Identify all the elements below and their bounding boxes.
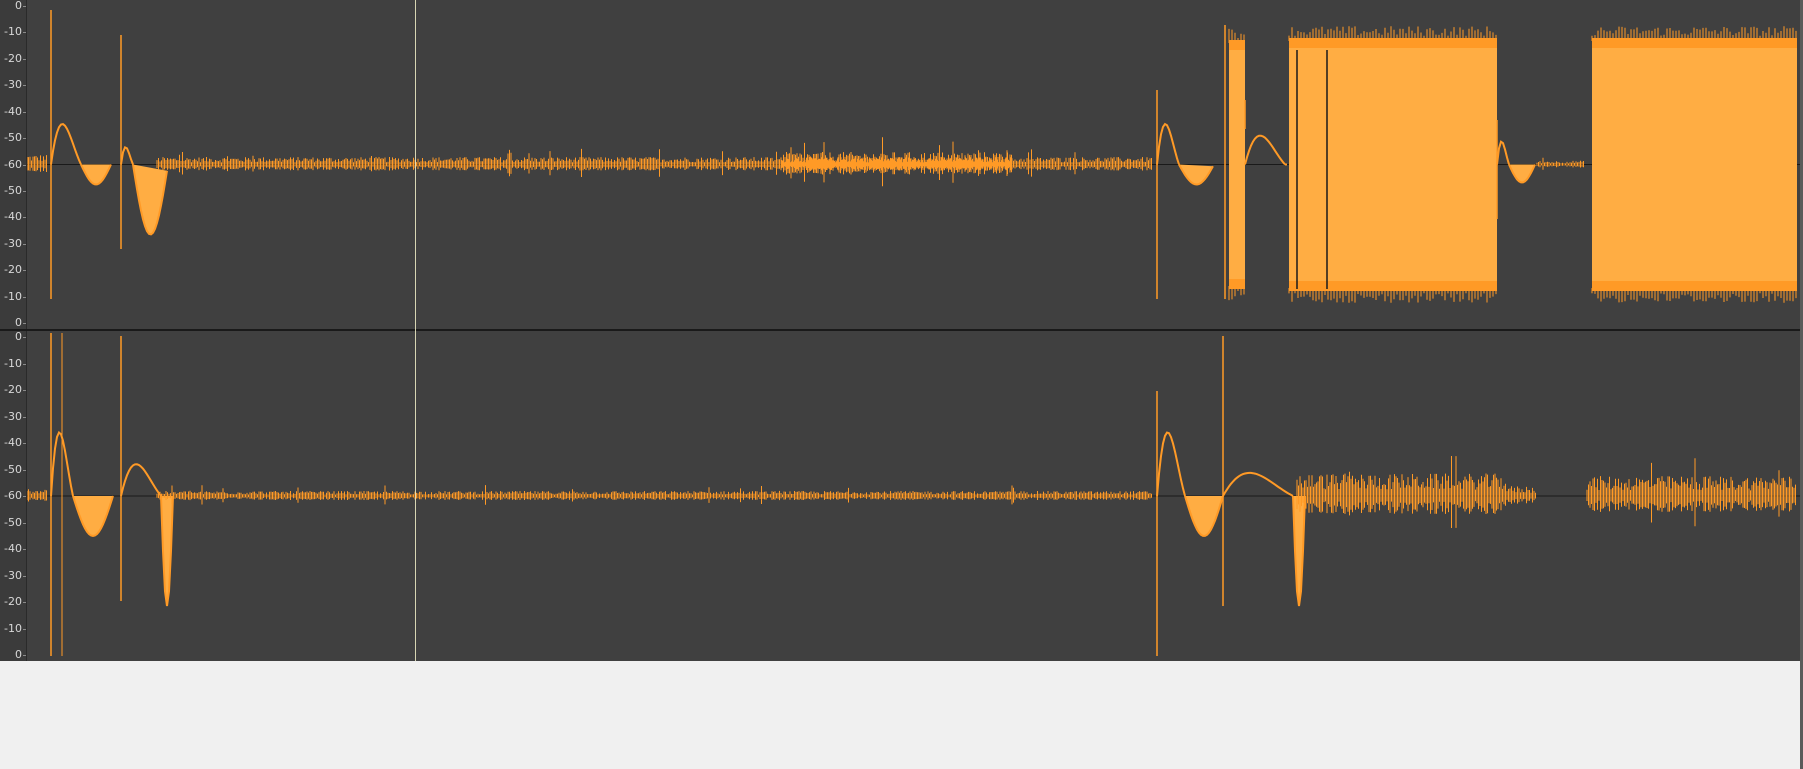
scale-label: 0: [15, 648, 22, 661]
noise-loud-section: [781, 137, 1012, 187]
transient-c-swell: [1156, 431, 1186, 497]
transient-f-dip: [1508, 164, 1536, 184]
scale-tick: [23, 111, 26, 113]
scale-tick: [23, 337, 26, 338]
scale-label: -20: [4, 263, 22, 277]
waveform-channel-1: [27, 10, 1800, 303]
loud-block-3-bottom-band: [1592, 281, 1797, 291]
scale-tick: [23, 363, 26, 365]
amplitude-ruler-channel-1: 0 -10 -20 -30 -40 -50 -60 -50 -40 -30 -20 -10 0: [0, 0, 27, 329]
channel-divider[interactable]: [0, 329, 1803, 331]
scale-label: -40: [4, 436, 22, 449]
scale-tick: [23, 549, 26, 550]
scale-tick: [23, 85, 26, 87]
scale-tick: [23, 296, 26, 298]
scale-tick: [23, 655, 26, 656]
transient-b-dip: [160, 495, 174, 607]
scale-tick: [23, 390, 26, 391]
transient-b-swell: [120, 146, 134, 165]
scrollbar-edge[interactable]: [1800, 0, 1803, 769]
scale-tick: [23, 270, 26, 272]
amplitude-ruler-channel-2: 0 -10 -20 -30 -40 -50 -60 -50 -40 -30 -20 -10 0: [0, 331, 27, 661]
loud-block-1: [1229, 40, 1245, 289]
scale-label: -60: [4, 157, 22, 171]
scale-tick: [23, 496, 26, 497]
scale-label: -30: [4, 236, 22, 250]
transient-c-swell: [1156, 122, 1180, 165]
scale-tick: [23, 628, 26, 630]
scale-label: -10: [4, 289, 22, 303]
loud-block-2: [1289, 38, 1497, 291]
scale-label: -20: [4, 383, 22, 396]
transient-c-dip: [1178, 164, 1214, 186]
scale-tick: [23, 58, 26, 60]
scale-label: -20: [4, 51, 22, 65]
scale-label: -40: [4, 210, 22, 224]
waveform-track-channel-2[interactable]: [27, 331, 1800, 661]
loud-block-3-top-band: [1592, 38, 1797, 48]
noise-start: [27, 489, 47, 502]
scale-tick: [23, 164, 26, 166]
transient-d-dip: [1292, 495, 1306, 607]
loud-block-2-top-band: [1289, 38, 1497, 48]
scale-label: -40: [4, 104, 22, 118]
loud-block-1-top-band: [1229, 40, 1245, 50]
loud-block-1-bottom-band: [1229, 279, 1245, 289]
scale-label: -30: [4, 409, 22, 423]
scale-label: -50: [4, 462, 22, 476]
scale-tick: [23, 416, 26, 418]
noise-start: [27, 155, 47, 172]
transient-a-dip: [72, 495, 114, 538]
scale-label: -50: [4, 183, 22, 197]
transient-e-swell: [1244, 134, 1286, 166]
scale-tick: [23, 443, 26, 444]
scale-label: -60: [4, 489, 22, 502]
scale-tick: [23, 522, 26, 524]
scale-tick: [23, 6, 26, 7]
scale-label: -10: [4, 25, 22, 39]
noise-section-3: [1586, 458, 1796, 527]
noise-section-2: [1506, 486, 1536, 504]
scale-tick: [23, 323, 26, 324]
transient-f-swell: [1496, 140, 1510, 165]
noise-section-1: [1296, 456, 1506, 528]
scale-tick: [23, 217, 26, 219]
scale-tick: [23, 243, 26, 245]
scale-label: -10: [4, 356, 22, 370]
transient-b-dip: [132, 164, 168, 236]
scale-tick: [23, 575, 26, 577]
scale-label: 0: [15, 330, 22, 343]
waveform-channel-2: [27, 333, 1800, 656]
transient-a-swell: [50, 123, 82, 165]
scale-label: -50: [4, 131, 22, 145]
scale-tick: [23, 138, 26, 140]
loud-block-2-bottom-band: [1289, 281, 1497, 291]
scale-tick: [23, 190, 26, 192]
timeline-bottom-edge: [0, 661, 1803, 769]
scale-label: -30: [4, 568, 22, 582]
transient-b-swell: [120, 463, 162, 497]
scale-tick: [23, 469, 26, 471]
scale-label: 0: [15, 0, 22, 12]
waveform-track-channel-1[interactable]: [27, 0, 1800, 329]
scale-label: 0: [15, 316, 22, 329]
transient-d-swell: [1222, 471, 1294, 497]
playhead-cursor[interactable]: [415, 0, 416, 661]
transient-c-dip: [1184, 495, 1224, 537]
scale-label: -50: [4, 515, 22, 529]
scale-label: -40: [4, 542, 22, 555]
scale-label: -20: [4, 595, 22, 608]
noise-quiet: [1536, 157, 1584, 170]
transient-a-dip: [80, 164, 112, 186]
noise-body: [156, 485, 1152, 505]
scale-tick: [23, 602, 26, 603]
scale-tick: [23, 32, 26, 34]
scale-label: -30: [4, 78, 22, 92]
scale-label: -10: [4, 621, 22, 635]
loud-block-3: [1592, 38, 1797, 291]
